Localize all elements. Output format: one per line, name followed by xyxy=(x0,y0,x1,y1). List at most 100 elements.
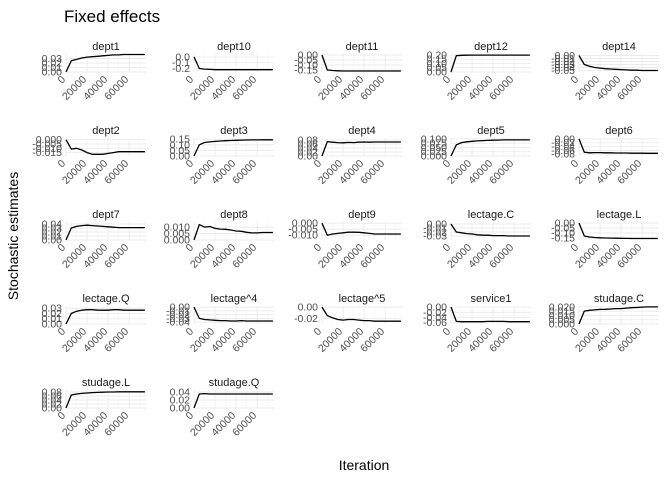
y-tick-label: 0.15 xyxy=(427,54,448,66)
series-line xyxy=(65,224,145,241)
series-line xyxy=(321,306,401,322)
y-tick-label: 0.00 xyxy=(427,219,448,231)
panel-title: lectage^5 xyxy=(339,293,386,305)
panel-title: dept5 xyxy=(477,125,505,137)
panel-title: lectage.C xyxy=(468,209,515,221)
panel-title: dept4 xyxy=(348,125,376,137)
series-line xyxy=(65,53,145,73)
x-tick-label: 60000 xyxy=(358,242,387,271)
series-line xyxy=(193,392,273,409)
y-tick-label: 0.08 xyxy=(42,387,63,399)
x-tick-label: 60000 xyxy=(230,242,259,271)
series-line xyxy=(321,222,401,236)
series-line xyxy=(578,306,658,325)
x-tick-label: 60000 xyxy=(102,74,131,103)
y-tick-label: 0.05 xyxy=(170,145,191,157)
y-tick-label: -0.04 xyxy=(551,62,575,74)
facet-panel: dept140.00-0.01-0.02-0.03-0.04-0.0502000… xyxy=(551,41,659,103)
series-line xyxy=(321,54,401,72)
series-line xyxy=(578,222,658,240)
panel-title: dept9 xyxy=(348,209,376,221)
panel-title: dept8 xyxy=(220,209,248,221)
series-line xyxy=(193,139,273,157)
facet-panel: studage.C0.0000.0050.0100.0150.020020000… xyxy=(549,293,659,355)
y-tick-label: -0.01 xyxy=(551,53,575,65)
panel-title: dept14 xyxy=(602,41,636,53)
panel-title: dept7 xyxy=(92,209,120,221)
y-tick-label: 0.02 xyxy=(42,399,63,411)
panel-title: dept6 xyxy=(605,125,633,137)
facet-panel: dept110.00-0.05-0.10-0.15020000400006000… xyxy=(294,41,402,103)
x-tick-label: 60000 xyxy=(102,326,131,355)
panel-title: dept1 xyxy=(92,41,120,53)
y-tick-label: 0.005 xyxy=(549,314,575,326)
y-axis-label: Stochastic estimates xyxy=(5,172,21,300)
y-tick-label: -0.1 xyxy=(172,57,190,69)
y-tick-label: -0.02 xyxy=(166,309,190,321)
y-tick-label: 0.015 xyxy=(549,306,575,318)
y-tick-label: -0.06 xyxy=(551,145,575,157)
y-tick-label: 0.02 xyxy=(298,147,319,159)
y-tick-label: 0.00 xyxy=(42,403,63,415)
y-tick-label: 0.010 xyxy=(164,222,190,234)
panel-title: studage.L xyxy=(82,377,130,389)
x-tick-label: 0 xyxy=(56,158,69,171)
x-tick-label: 0 xyxy=(312,326,325,339)
facet-panel: lectage.L0.00-0.05-0.10-0.15020000400006… xyxy=(551,209,659,271)
facet-panel: dept40.000.020.040.060.08020000400006000… xyxy=(298,125,402,187)
series-line xyxy=(65,391,145,409)
y-tick-label: -0.010 xyxy=(32,143,62,155)
y-tick-label: -0.02 xyxy=(551,137,575,149)
x-tick-label: 60000 xyxy=(487,74,516,103)
y-tick-label: -0.15 xyxy=(294,65,318,77)
y-tick-label: 0.03 xyxy=(42,53,63,65)
y-tick-label: 0.01 xyxy=(42,62,63,74)
x-tick-label: 60000 xyxy=(230,410,259,439)
panel-title: dept11 xyxy=(346,41,379,53)
facet-panels: dept10.000.010.020.030200004000060000dep… xyxy=(32,41,659,439)
facet-panel: studage.L0.000.020.040.060.0802000040000… xyxy=(42,377,146,439)
x-tick-label: 60000 xyxy=(615,74,644,103)
y-tick-label: -0.05 xyxy=(551,223,575,235)
y-tick-label: -0.04 xyxy=(423,312,447,324)
y-tick-label: -0.02 xyxy=(294,313,318,325)
y-tick-label: 0.02 xyxy=(42,308,63,320)
y-tick-label: 0.20 xyxy=(427,49,448,61)
y-tick-label: 0.02 xyxy=(42,58,63,70)
y-tick-label: 0.01 xyxy=(42,231,63,243)
y-tick-label: 0.010 xyxy=(549,310,575,322)
y-tick-label: 0.04 xyxy=(42,219,63,231)
x-tick-label: 60000 xyxy=(487,158,516,187)
facet-panel: service10.00-0.02-0.04-0.060200004000060… xyxy=(423,293,531,355)
y-tick-label: -0.05 xyxy=(294,55,318,67)
panel-title: service1 xyxy=(471,293,512,305)
facet-panel: dept50.0000.0250.0500.0750.1000200004000… xyxy=(421,125,531,187)
series-line xyxy=(193,223,273,241)
y-tick-label: -0.02 xyxy=(423,307,447,319)
y-tick-label: 0.08 xyxy=(298,135,319,147)
series-line xyxy=(65,309,145,325)
y-tick-label: 0.01 xyxy=(42,313,63,325)
y-tick-label: 0.00 xyxy=(555,218,576,230)
series-line xyxy=(578,138,658,154)
y-tick-label: 0.04 xyxy=(298,143,319,155)
y-tick-label: -0.010 xyxy=(288,230,318,242)
y-tick-label: 0.050 xyxy=(421,142,447,154)
y-tick-label: 0.03 xyxy=(42,223,63,235)
y-tick-label: -0.08 xyxy=(551,149,575,161)
y-tick-label: 0.00 xyxy=(42,67,63,79)
y-tick-label: 0.0 xyxy=(175,51,190,63)
y-tick-label: 0.025 xyxy=(421,146,447,158)
y-tick-label: -0.05 xyxy=(551,65,575,77)
y-tick-label: -0.2 xyxy=(172,63,190,75)
y-tick-label: 0.00 xyxy=(298,50,319,62)
y-tick-label: 0.04 xyxy=(170,387,191,399)
x-tick-label: 60000 xyxy=(230,326,259,355)
